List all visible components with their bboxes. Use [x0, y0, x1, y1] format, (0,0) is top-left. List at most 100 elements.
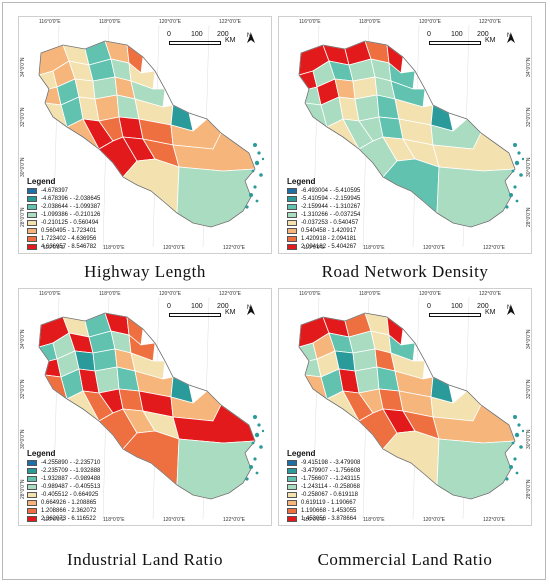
longitude-tick-bottom: 118°0'0"E [363, 245, 385, 251]
island [511, 169, 515, 173]
legend-entry: -0.037253 - 0.540457 [287, 219, 360, 227]
legend-range-label: -1.932887 - -0.989488 [41, 476, 101, 482]
legend-entry: 0.619119 - 1.190667 [287, 499, 360, 507]
legend-title: Legend [27, 449, 56, 458]
island [254, 432, 260, 438]
latitude-tick: 34°0'0"N [20, 329, 26, 349]
legend-swatch [27, 516, 37, 522]
choropleth-map [298, 296, 525, 520]
legend-entry: 1.208866 - 2.362072 [27, 507, 100, 515]
longitude-tick-top: 122°0'0"E [219, 19, 241, 25]
north-arrow-label: N [507, 33, 512, 39]
longitude-tick-bottom: 116°0'0"E [43, 517, 65, 523]
legend-swatch [287, 508, 297, 514]
longitude-tick-bottom: 122°0'0"E [223, 245, 245, 251]
legend-entry: -0.210125 - 0.560494 [27, 219, 100, 227]
longitude-tick-top: 118°0'0"E [99, 19, 121, 25]
map-region [122, 158, 180, 214]
region-outline [298, 40, 516, 228]
latitude-tick: 30°0'0"N [526, 429, 532, 449]
legend-range-label: -0.405512 - 0.664925 [41, 492, 99, 498]
island [257, 423, 261, 427]
legend-title: Legend [287, 449, 316, 458]
scale-bar-label: 200 [217, 303, 229, 310]
longitude-tick-top: 116°0'0"E [299, 291, 321, 297]
region-outline [38, 40, 256, 228]
longitude-tick-bottom: 122°0'0"E [483, 517, 505, 523]
legend-entry: 2.362073 - 6.116522 [27, 515, 100, 523]
legend-range-label: -6.493004 - -5.410595 [301, 188, 361, 194]
legend-swatch [27, 244, 37, 250]
scale-bar-label: 100 [191, 303, 203, 310]
latitude-tick: 28°0'0"N [20, 479, 26, 499]
legend-entry: -4.255890 - -2.235710 [27, 459, 100, 467]
longitude-tick-top: 120°0'0"E [419, 291, 441, 297]
island [519, 445, 523, 449]
legend-swatch [27, 212, 37, 218]
legend-entry: -0.258067 - 0.619118 [287, 491, 360, 499]
legend-entry: -1.310266 - -0.037254 [287, 211, 360, 219]
legend-swatch [287, 236, 297, 242]
legend-swatch [287, 228, 297, 234]
legend-entry: -1.932887 - -0.989488 [27, 475, 100, 483]
island [515, 471, 519, 475]
scale-bar-line [429, 313, 481, 317]
legend-range-label: 1.453056 - 3.878664 [301, 516, 357, 522]
choropleth-map [38, 24, 265, 248]
legend-swatch [287, 460, 297, 466]
legend-title: Legend [287, 177, 316, 186]
map-region [390, 352, 426, 380]
scale-bar-label: 200 [217, 31, 229, 38]
longitude-tick-bottom: 118°0'0"E [103, 245, 125, 251]
island [521, 429, 525, 433]
longitude-tick-top: 118°0'0"E [359, 291, 381, 297]
legend-range-label: 1.723402 - 4.636956 [41, 236, 97, 242]
map-legend: Legend -4.255890 - -2.235710 -2.235709 - -… [27, 449, 100, 523]
map-panel-highway: 116°0'0"E 118°0'0"E 120°0'0"E 122°0'0"E 116°… [18, 16, 272, 254]
island [513, 185, 517, 189]
scale-bar-label: 200 [477, 31, 489, 38]
legend-swatch [27, 228, 37, 234]
legend-range-label: -4.678397 [41, 188, 69, 194]
longitude-tick-bottom: 122°0'0"E [483, 245, 505, 251]
legend-entry: -2.235709 - -1.932888 [27, 467, 100, 475]
longitude-tick-bottom: 118°0'0"E [363, 517, 385, 523]
scale-bar-label: 0 [167, 31, 171, 38]
island [257, 151, 261, 155]
legend-entry: -5.410594 - -2.159945 [287, 195, 360, 203]
map-legend: Legend -6.493004 - -5.410595 -5.410594 - -… [287, 177, 360, 251]
legend-range-label: -0.258067 - 0.619118 [301, 492, 358, 498]
legend-swatch [27, 236, 37, 242]
legend-swatch [27, 188, 37, 194]
legend-range-label: -0.989487 - -0.405513 [41, 484, 101, 490]
longitude-tick-top: 120°0'0"E [419, 19, 441, 25]
island [514, 432, 520, 438]
longitude-tick-top: 122°0'0"E [479, 19, 501, 25]
island [255, 199, 259, 203]
legend-entry: -2.159944 - -1.310267 [287, 203, 360, 211]
legend-range-label: 0.560495 - 1.723401 [41, 228, 97, 234]
latitude-tick: 30°0'0"N [20, 157, 26, 177]
north-arrow-label: N [507, 305, 512, 311]
legend-entry: -1.756607 - -1.243115 [287, 475, 360, 483]
north-arrow-label: N [247, 33, 252, 39]
figure-frame [2, 2, 546, 580]
island [513, 143, 517, 147]
map-region [130, 80, 166, 108]
legend-entry: 2.094182 - 5.404267 [287, 243, 360, 251]
longitude-tick-bottom: 120°0'0"E [423, 245, 445, 251]
legend-swatch [27, 196, 37, 202]
map-legend: Legend -9.415198 - -3.479908 -3.479907 - -… [287, 449, 360, 523]
legend-entry: -0.989487 - -0.405513 [27, 483, 100, 491]
scale-bar-unit: KM [225, 309, 236, 316]
legend-entry: 1.453056 - 3.878664 [287, 515, 360, 523]
map-region [354, 94, 380, 122]
longitude-tick-bottom: 122°0'0"E [223, 517, 245, 523]
north-arrow-icon: N [507, 305, 515, 315]
island [509, 193, 513, 197]
island [517, 423, 521, 427]
legend-range-label: -5.410594 - -2.159945 [301, 196, 361, 202]
scale-bar-unit: KM [485, 37, 496, 44]
latitude-tick: 28°0'0"N [526, 479, 532, 499]
legend-range-label: -2.038644 - -1.099387 [41, 204, 101, 210]
